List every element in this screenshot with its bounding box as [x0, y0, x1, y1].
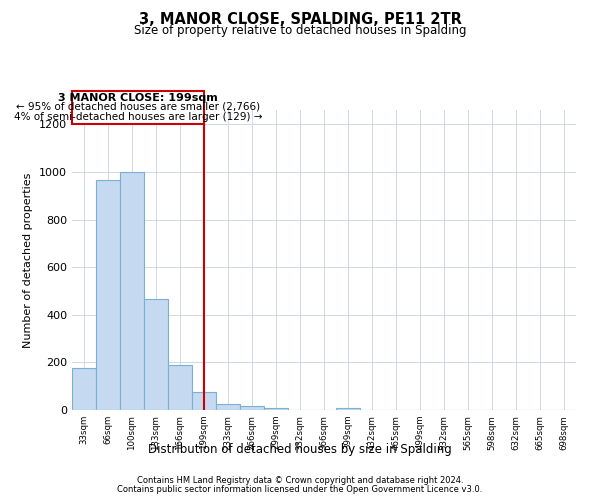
Bar [216, 404, 240, 410]
Text: Size of property relative to detached houses in Spalding: Size of property relative to detached ho… [134, 24, 466, 37]
Text: 3 MANOR CLOSE: 199sqm: 3 MANOR CLOSE: 199sqm [58, 92, 218, 102]
Bar [144, 300, 168, 410]
Bar [72, 368, 96, 410]
Bar [72, 91, 204, 124]
Bar [168, 365, 192, 410]
Bar [192, 392, 216, 410]
Bar [336, 408, 360, 410]
Text: Distribution of detached houses by size in Spalding: Distribution of detached houses by size … [148, 442, 452, 456]
Text: 3, MANOR CLOSE, SPALDING, PE11 2TR: 3, MANOR CLOSE, SPALDING, PE11 2TR [139, 12, 461, 28]
Bar [264, 408, 288, 410]
Y-axis label: Number of detached properties: Number of detached properties [23, 172, 34, 348]
Text: Contains HM Land Registry data © Crown copyright and database right 2024.: Contains HM Land Registry data © Crown c… [137, 476, 463, 485]
Text: 4% of semi-detached houses are larger (129) →: 4% of semi-detached houses are larger (1… [14, 112, 262, 122]
Bar [120, 172, 144, 410]
Bar [240, 406, 264, 410]
Text: Contains public sector information licensed under the Open Government Licence v3: Contains public sector information licen… [118, 485, 482, 494]
Text: ← 95% of detached houses are smaller (2,766): ← 95% of detached houses are smaller (2,… [16, 102, 260, 112]
Bar [96, 180, 120, 410]
